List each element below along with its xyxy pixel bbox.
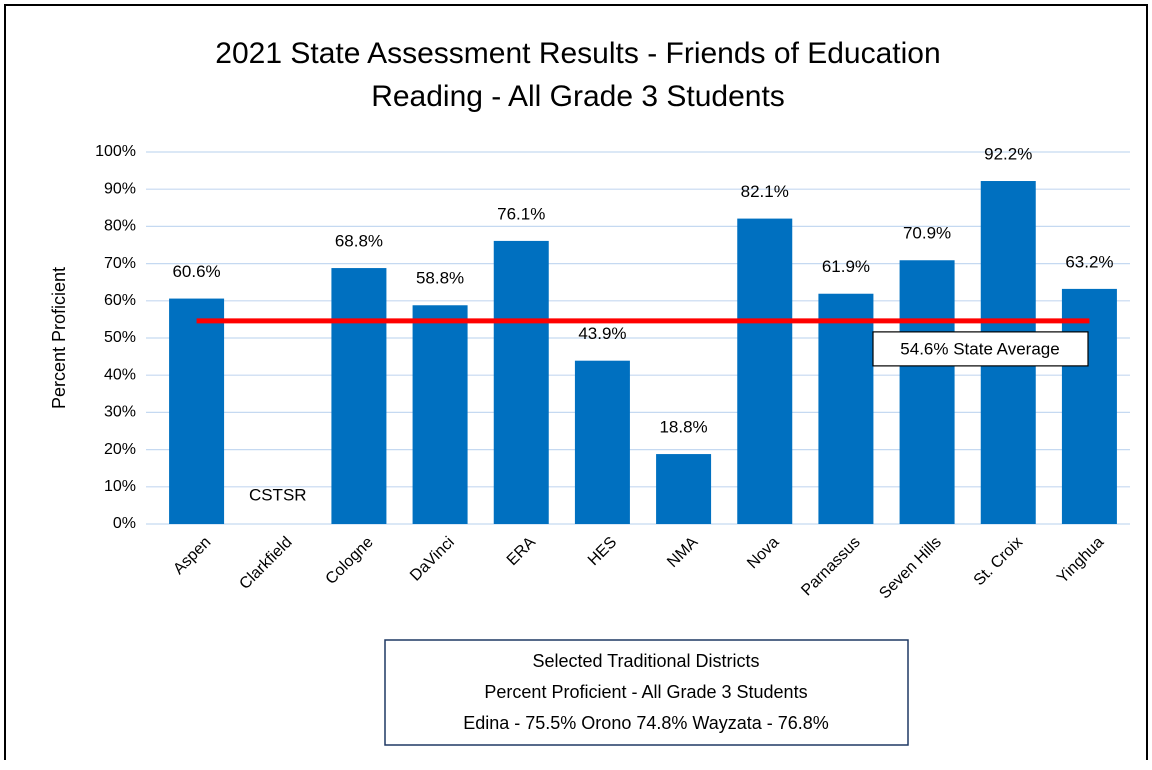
y-tick-label: 30%	[104, 404, 136, 421]
data-label: 68.8%	[335, 232, 383, 251]
y-tick-label: 0%	[113, 515, 136, 532]
frame	[4, 4, 1148, 760]
y-axis-label: Percent Proficient	[49, 267, 69, 409]
data-label: 43.9%	[578, 324, 626, 343]
x-tick-label: St. Croix	[971, 534, 1026, 589]
y-tick-label: 60%	[104, 292, 136, 309]
x-tick-label: Clarkfield	[236, 534, 295, 593]
x-tick-label: NMA	[664, 534, 701, 571]
chart-title: 2021 State Assessment Results - Friends …	[215, 37, 940, 70]
y-tick-label: 80%	[104, 218, 136, 235]
x-tick-label: ERA	[504, 534, 540, 570]
x-tick-label: Aspen	[170, 534, 214, 578]
data-label: 18.8%	[659, 418, 707, 437]
y-tick-label: 20%	[104, 441, 136, 458]
note-line: Selected Traditional Districts	[532, 651, 759, 671]
x-tick-label: Yinghua	[1054, 534, 1107, 587]
bar	[656, 454, 712, 524]
x-tick-label: Nova	[744, 534, 783, 573]
y-tick-label: 100%	[95, 143, 136, 160]
x-tick-label: Seven Hills	[876, 534, 945, 603]
bar	[737, 218, 793, 524]
x-tick-label: DaVinci	[407, 534, 458, 585]
note-line: Percent Proficient - All Grade 3 Student…	[484, 682, 807, 702]
y-tick-label: 40%	[104, 366, 136, 383]
note-box	[384, 639, 909, 746]
x-tick-label: Parnassus	[798, 534, 863, 599]
data-label: 63.2%	[1065, 252, 1113, 271]
data-label: 61.9%	[822, 257, 870, 276]
x-tick-label: HES	[585, 534, 620, 569]
data-label: 70.9%	[903, 224, 951, 243]
note-line: Edina - 75.5% Orono 74.8% Wayzata - 76.8…	[463, 713, 829, 733]
data-label: CSTSR	[249, 485, 307, 504]
bar	[493, 240, 549, 524]
bar	[412, 305, 468, 524]
bar	[818, 293, 874, 524]
data-label: 92.2%	[984, 145, 1032, 164]
data-label: 60.6%	[172, 262, 220, 281]
chart-subtitle: Reading - All Grade 3 Students	[371, 80, 785, 113]
reference-label-box	[872, 331, 1089, 367]
y-tick-label: 70%	[104, 255, 136, 272]
bar	[899, 260, 955, 524]
y-tick-label: 90%	[104, 180, 136, 197]
bar	[169, 298, 225, 524]
y-tick-label: 50%	[104, 329, 136, 346]
data-label: 58.8%	[416, 269, 464, 288]
bar	[1061, 288, 1117, 524]
y-tick-label: 10%	[104, 478, 136, 495]
x-tick-label: Cologne	[323, 534, 377, 588]
bar	[331, 268, 387, 524]
data-label: 82.1%	[741, 182, 789, 201]
bar	[574, 360, 630, 524]
reference-label: 54.6% State Average	[900, 339, 1059, 358]
data-label: 76.1%	[497, 204, 545, 223]
